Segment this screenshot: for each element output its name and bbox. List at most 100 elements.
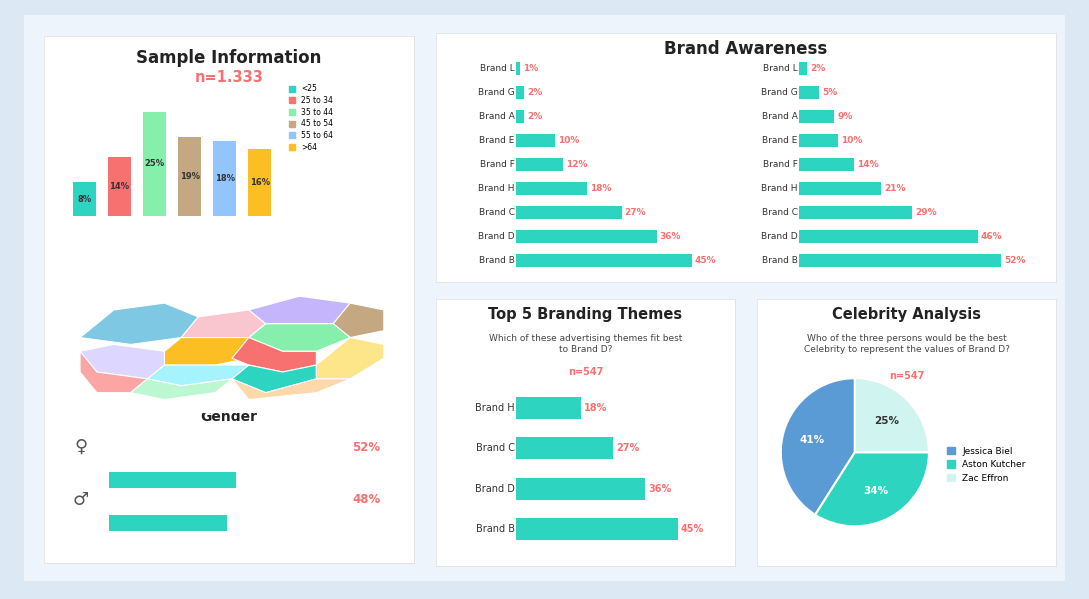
Text: Brand B: Brand B [761,256,797,265]
Text: Celebrity Analysis: Celebrity Analysis [832,307,981,322]
Text: 10%: 10% [559,136,579,146]
Text: 12%: 12% [566,160,588,170]
Text: Brand Awareness: Brand Awareness [664,40,828,59]
Polygon shape [232,365,317,393]
Text: 27%: 27% [616,443,639,453]
Wedge shape [781,378,855,515]
Text: Brand H: Brand H [475,403,515,413]
Text: n=1.333: n=1.333 [194,70,264,85]
Bar [516,397,580,419]
Text: 14%: 14% [857,160,879,170]
Polygon shape [232,337,317,372]
Text: 16%: 16% [249,178,270,187]
Text: 14%: 14% [109,182,130,191]
Text: Brand C: Brand C [478,208,514,217]
Text: 45%: 45% [681,524,703,534]
Bar [516,86,524,99]
Text: 34%: 34% [864,486,889,496]
Bar [73,183,96,216]
Text: Region: Region [201,276,256,290]
Polygon shape [249,296,351,323]
Text: 8%: 8% [77,195,91,204]
Text: Top 5 Branding Themes: Top 5 Branding Themes [488,307,683,322]
Text: Brand F: Brand F [479,160,514,170]
Polygon shape [131,379,232,400]
Text: 2%: 2% [527,112,542,122]
Bar [799,182,881,195]
Bar [799,230,978,243]
Text: Brand F: Brand F [762,160,797,170]
Text: Brand H: Brand H [478,184,514,193]
Polygon shape [164,337,249,365]
Text: ♀: ♀ [74,438,87,456]
Polygon shape [81,351,148,393]
Polygon shape [232,379,351,400]
Text: Brand G: Brand G [761,88,797,98]
Bar [799,86,819,99]
Polygon shape [148,365,249,386]
Text: n=1.333: n=1.333 [878,84,925,94]
Bar [248,149,271,216]
Bar [799,254,1001,267]
Bar [179,137,201,216]
Text: 2%: 2% [527,88,542,98]
Text: Brand E: Brand E [479,136,514,146]
Bar [516,254,692,267]
Text: Brand D: Brand D [475,483,515,494]
Text: Brand H: Brand H [761,184,797,193]
Text: Who of the three persons would be the best
Celebrity to represent the values of : Who of the three persons would be the be… [804,334,1010,353]
Text: 1%: 1% [524,64,539,74]
Text: 25%: 25% [145,159,164,168]
Text: 18%: 18% [584,403,608,413]
Text: 25%: 25% [873,416,898,426]
Bar [799,134,839,147]
Bar [516,518,677,540]
Text: Which of these advertising themes fit best
to Brand D?: Which of these advertising themes fit be… [489,334,682,353]
Bar [516,134,555,147]
Text: 29%: 29% [915,208,937,217]
Bar [516,230,657,243]
Text: 52%: 52% [1004,256,1026,265]
Text: 46%: 46% [981,232,1003,241]
Text: n=1.333: n=1.333 [567,93,614,102]
Text: 5%: 5% [822,88,837,98]
Text: 18%: 18% [589,184,611,193]
Bar [516,206,622,219]
Text: 36%: 36% [648,483,672,494]
Text: Brand E: Brand E [762,136,797,146]
Text: Brand L: Brand L [762,64,797,74]
Text: Brand D: Brand D [761,232,797,241]
Bar [799,110,834,123]
Text: Sample Information: Sample Information [136,49,321,67]
Text: Brand D: Brand D [478,232,514,241]
Bar [516,477,646,500]
Bar [108,158,131,216]
Bar [516,158,563,171]
Text: n=547: n=547 [567,367,603,377]
Bar [799,158,854,171]
Text: Brand B: Brand B [476,524,515,534]
Text: 9%: 9% [837,112,853,122]
Bar [799,206,911,219]
Text: 2%: 2% [810,64,825,74]
Text: 48%: 48% [352,494,380,506]
Polygon shape [249,323,351,351]
Text: 19%: 19% [180,172,199,181]
Bar [109,515,227,531]
Bar [213,141,236,216]
Bar [516,437,613,459]
Text: n=547: n=547 [889,371,925,382]
Text: Brand G: Brand G [478,88,514,98]
Polygon shape [333,303,384,337]
Text: 45%: 45% [695,256,717,265]
Text: Brand C: Brand C [761,208,797,217]
Text: 10%: 10% [842,136,862,146]
Polygon shape [182,310,266,344]
Text: 36%: 36% [660,232,681,241]
Text: 52%: 52% [353,441,380,453]
Text: Brand B: Brand B [479,256,514,265]
Legend: Jessica Biel, Aston Kutcher, Zac Effron: Jessica Biel, Aston Kutcher, Zac Effron [947,447,1026,483]
Text: Brand A: Brand A [479,112,514,122]
Text: Age Group: Age Group [187,99,270,113]
Text: 41%: 41% [799,435,824,445]
